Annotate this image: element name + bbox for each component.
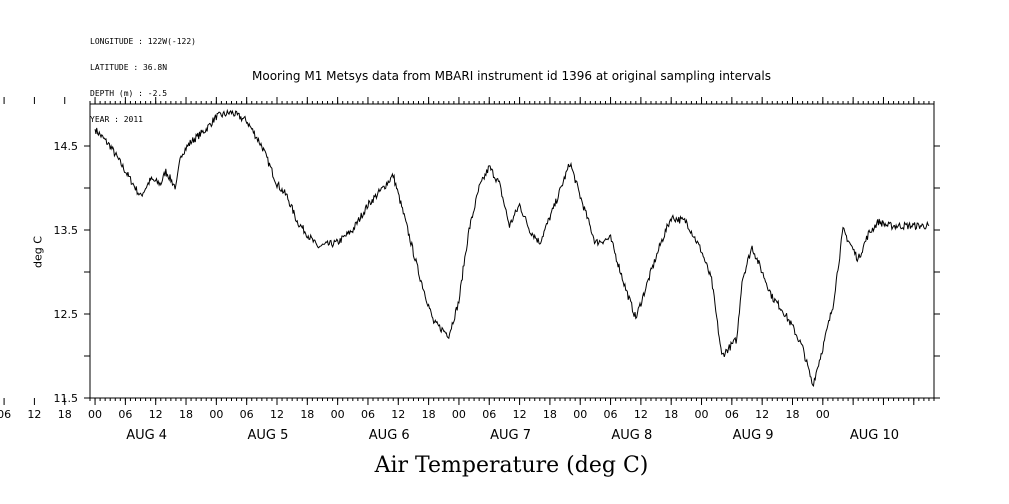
y-tick-label: 11.5 — [54, 392, 79, 405]
x-tick-label: 18 — [179, 408, 193, 421]
x-tick-label: 00 — [816, 408, 830, 421]
axis-ticks — [3, 97, 940, 405]
x-tick-label: 18 — [543, 408, 557, 421]
x-tick-label: 00 — [88, 408, 102, 421]
year-text: YEAR : 2011 — [90, 114, 143, 124]
chart-title: Mooring M1 Metsys data from MBARI instru… — [252, 69, 771, 83]
latitude-text: LATITUDE : 36.8N — [90, 62, 168, 72]
x-tick-label: 18 — [422, 408, 436, 421]
x-tick-label: 18 — [300, 408, 314, 421]
x-tick-label: 12 — [27, 408, 41, 421]
x-day-label: AUG 9 — [733, 428, 774, 443]
x-day-label: AUG 4 — [126, 428, 167, 443]
x-tick-label: 12 — [755, 408, 769, 421]
x-tick-label: 18 — [58, 408, 72, 421]
x-tick-label: 06 — [240, 408, 254, 421]
x-tick-label: 06 — [482, 408, 496, 421]
series-line — [94, 108, 930, 387]
x-tick-label: 12 — [270, 408, 284, 421]
x-tick-label: 00 — [209, 408, 223, 421]
y-tick-label: 14.5 — [54, 140, 79, 153]
x-tick-label: 06 — [604, 408, 618, 421]
longitude-text: LONGITUDE : 122W(-122) — [90, 37, 196, 47]
chart-title-wrap: Mooring M1 Metsys data from MBARI instru… — [0, 69, 1009, 83]
x-day-label: AUG 7 — [490, 428, 531, 443]
x-tick-label: 06 — [118, 408, 132, 421]
x-tick-label: 06 — [725, 408, 739, 421]
plot-frame — [89, 103, 935, 399]
x-axis-title: Air Temperature (deg C) — [374, 453, 649, 478]
x-tick-label: 12 — [149, 408, 163, 421]
x-day-label: AUG 5 — [247, 428, 288, 443]
x-day-label: AUG 8 — [611, 428, 652, 443]
x-tick-label: 12 — [634, 408, 648, 421]
x-tick-label: 06 — [0, 408, 11, 421]
y-tick-label: 12.5 — [54, 308, 79, 321]
x-tick-label: 00 — [452, 408, 466, 421]
x-tick-label: 00 — [331, 408, 345, 421]
metadata-block: LONGITUDE : 122W(-122) LATITUDE : 36.8N … — [90, 21, 196, 133]
x-tick-label: 00 — [695, 408, 709, 421]
x-day-label: AUG 6 — [369, 428, 410, 443]
y-tick-label: 13.5 — [54, 224, 79, 237]
x-tick-label: 00 — [573, 408, 587, 421]
depth-text: DEPTH (m) : -2.5 — [90, 88, 168, 98]
x-tick-label: 18 — [785, 408, 799, 421]
x-tick-label: 12 — [391, 408, 405, 421]
x-tick-label: 12 — [513, 408, 527, 421]
x-day-label: AUG 10 — [850, 428, 899, 443]
axis-tick-labels: 06 12 18 00 06 12 18 00 06 12 18 00 06 12 18 00 06 12 18 00… — [0, 140, 899, 443]
x-tick-label: 18 — [664, 408, 678, 421]
x-axis-title-wrap: Air Temperature (deg C) — [0, 453, 1009, 478]
x-tick-label: 06 — [361, 408, 375, 421]
